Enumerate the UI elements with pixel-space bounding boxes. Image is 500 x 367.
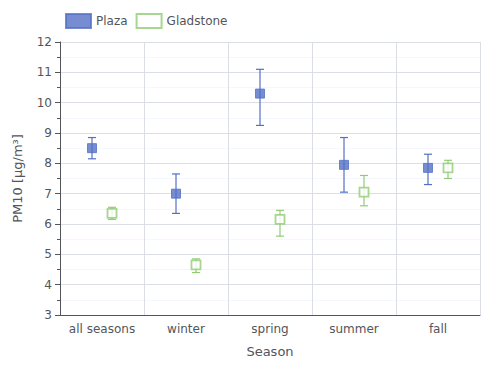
svg-text:Gladstone: Gladstone	[167, 14, 228, 28]
svg-text:Season: Season	[246, 344, 293, 359]
svg-text:summer: summer	[329, 322, 379, 336]
svg-text:PM10 [μg/m³]: PM10 [μg/m³]	[10, 134, 25, 223]
svg-text:10: 10	[37, 96, 52, 110]
svg-text:7: 7	[44, 187, 52, 201]
svg-text:4: 4	[44, 278, 52, 292]
svg-text:fall: fall	[429, 322, 447, 336]
svg-text:all seasons: all seasons	[69, 322, 135, 336]
svg-text:12: 12	[37, 35, 52, 49]
svg-text:spring: spring	[251, 322, 288, 336]
svg-text:5: 5	[44, 247, 52, 261]
svg-text:Plaza: Plaza	[96, 14, 128, 28]
svg-text:8: 8	[44, 156, 52, 170]
svg-text:11: 11	[37, 65, 52, 79]
svg-text:9: 9	[44, 126, 52, 140]
svg-text:winter: winter	[167, 322, 205, 336]
svg-text:6: 6	[44, 217, 52, 231]
svg-text:3: 3	[44, 308, 52, 322]
